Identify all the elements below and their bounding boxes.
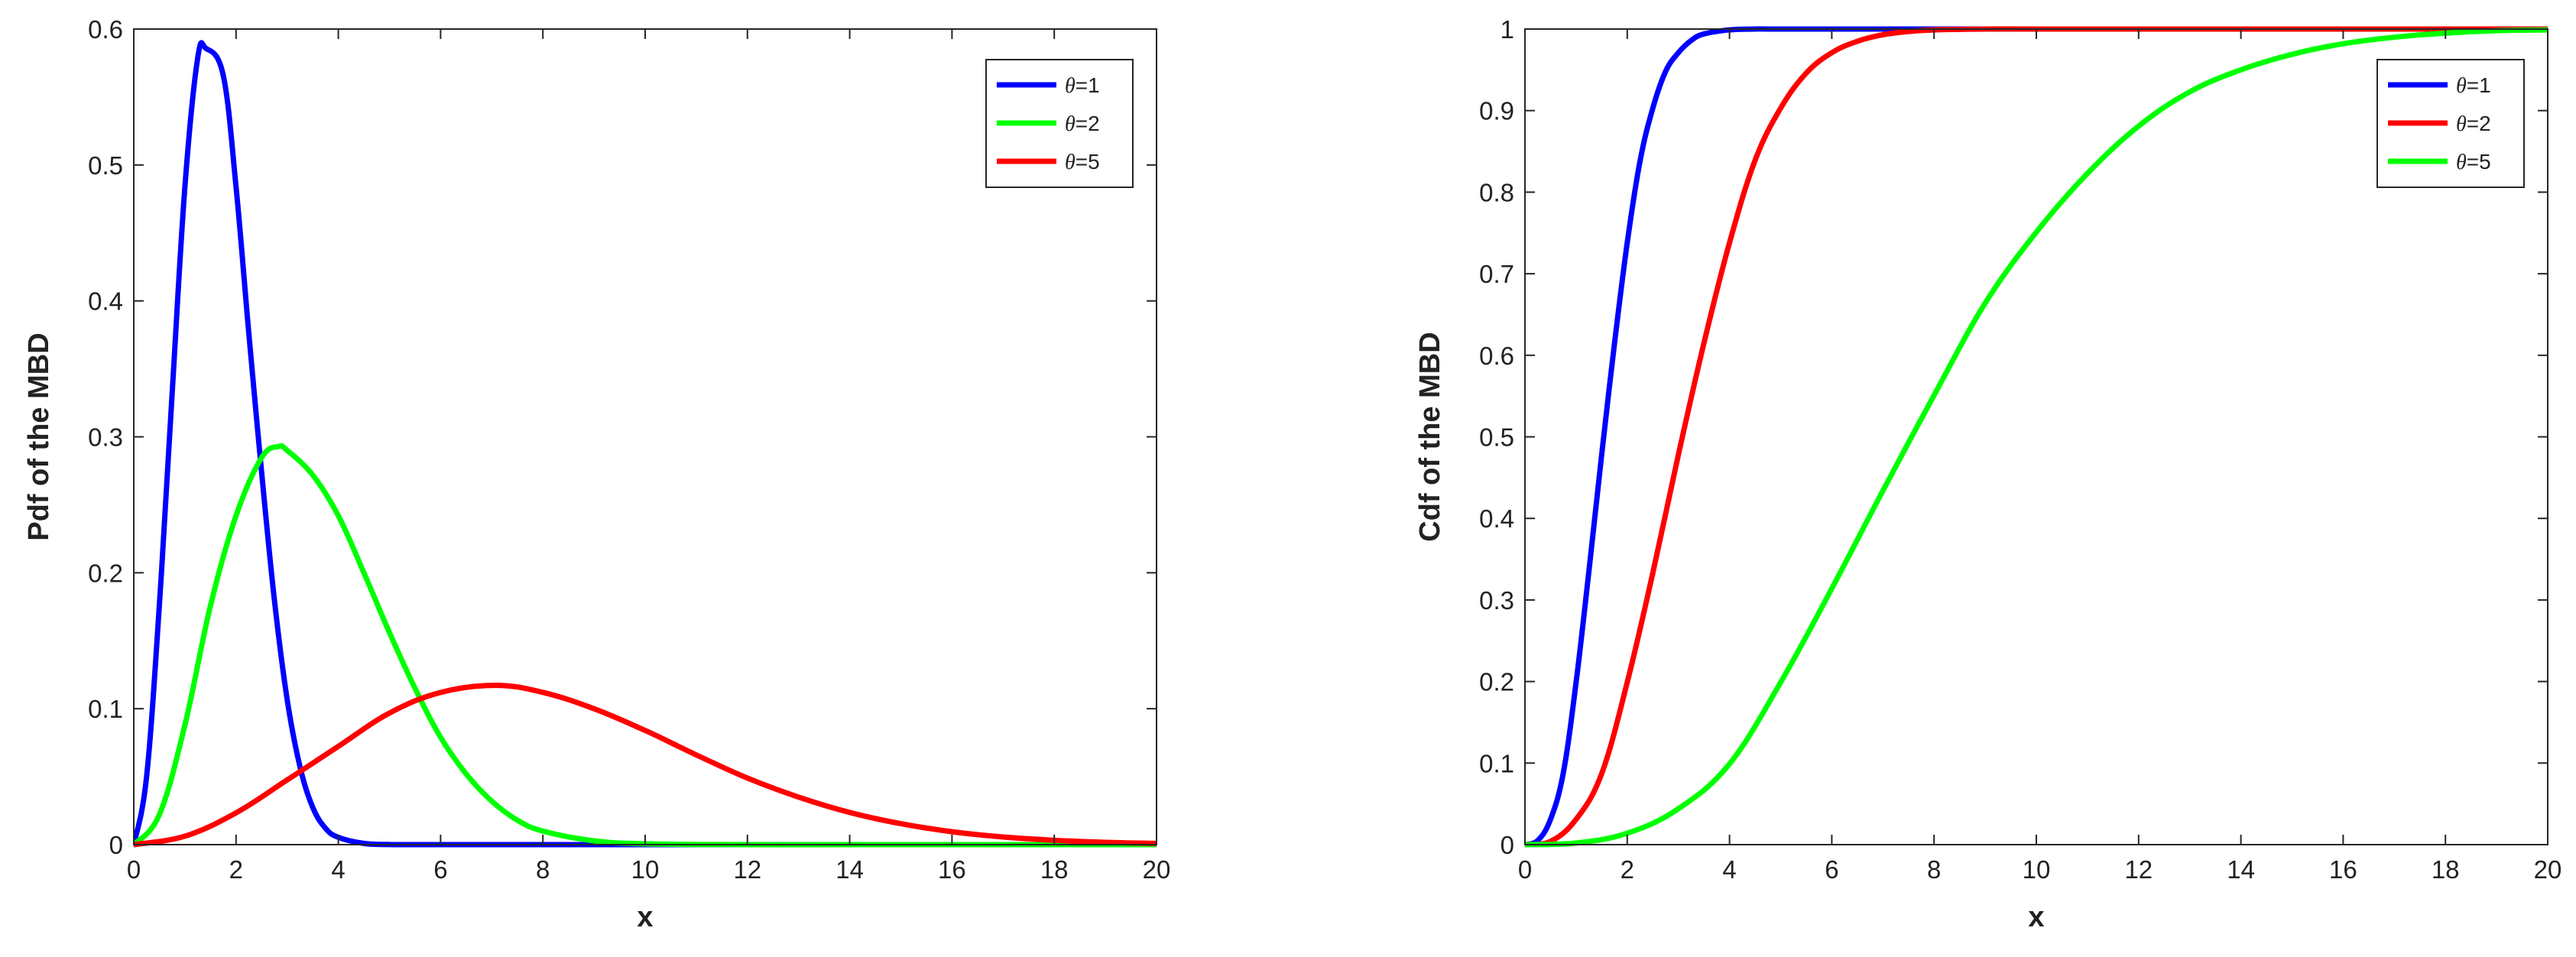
y-tick-label: 0.5 — [88, 151, 123, 180]
x-tick-label: 0 — [1518, 855, 1532, 884]
x-tick-label: 12 — [2124, 855, 2153, 884]
x-tick-label: 2 — [1621, 855, 1634, 884]
x-tick-label: 20 — [2534, 855, 2562, 884]
y-tick-label: 0.6 — [1479, 342, 1514, 370]
y-tick-label: 0.4 — [88, 287, 123, 316]
legend-label: θ=5 — [1065, 150, 1100, 174]
y-tick-label: 0.5 — [1479, 423, 1514, 452]
x-tick-label: 10 — [2023, 855, 2051, 884]
x-tick-label: 12 — [733, 855, 761, 884]
x-tick-label: 6 — [433, 855, 447, 884]
legend: θ=1 θ=2 θ=5 — [985, 59, 1134, 188]
x-axis-label: x — [2028, 901, 2044, 933]
x-tick-label: 4 — [1722, 855, 1736, 884]
x-tick-label: 6 — [1825, 855, 1838, 884]
legend-label: θ=2 — [1065, 112, 1100, 136]
x-tick-label: 4 — [331, 855, 345, 884]
legend-label: θ=1 — [1065, 73, 1100, 98]
y-tick-label: 0 — [109, 831, 123, 859]
y-tick-label: 0.2 — [1479, 668, 1514, 696]
x-tick-label: 8 — [1927, 855, 1941, 884]
x-tick-label: 0 — [127, 855, 141, 884]
y-axis-label: Cdf of the MBD — [1414, 332, 1446, 541]
y-tick-label: 0.2 — [88, 559, 123, 587]
legend-label: θ=2 — [2456, 112, 2491, 136]
x-tick-label: 2 — [229, 855, 243, 884]
y-tick-label: 0.9 — [1479, 97, 1514, 125]
legend: θ=1 θ=2 θ=5 — [2376, 59, 2525, 188]
x-tick-label: 18 — [1040, 855, 1069, 884]
chart-2: 0 2 4 6 8 10 12 14 16 18 20 0 0.1 0.2 0.3 0.4 0.5 0.6 0.7 0… — [1414, 15, 2561, 933]
x-tick-label: 16 — [938, 855, 966, 884]
chart-1: 0 2 4 6 8 10 12 14 16 18 20 0 0.1 0.2 0.3 0.4 0.5 0.6 x Pdf… — [23, 15, 1170, 933]
y-tick-label: 0.4 — [1479, 504, 1514, 533]
legend-label: θ=5 — [2456, 150, 2491, 174]
x-tick-label: 14 — [2227, 855, 2255, 884]
y-tick-label: 0.3 — [88, 423, 123, 452]
y-tick-label: 0 — [1501, 831, 1514, 859]
y-axis-label: Pdf of the MBD — [23, 333, 55, 540]
series-line-3 — [1525, 27, 2548, 848]
x-tick-label: 18 — [2432, 855, 2460, 884]
x-tick-label: 10 — [631, 855, 660, 884]
y-tick-label: 0.1 — [88, 695, 123, 723]
x-tick-label: 14 — [835, 855, 864, 884]
x-tick-label: 16 — [2329, 855, 2357, 884]
legend-label: θ=1 — [2456, 73, 2491, 98]
y-tick-label: 0.6 — [88, 15, 123, 44]
y-tick-label: 0.3 — [1479, 586, 1514, 615]
y-tick-label: 0.7 — [1479, 260, 1514, 288]
x-tick-label: 8 — [536, 855, 550, 884]
series-line-3 — [134, 683, 1157, 848]
y-tick-label: 0.1 — [1479, 749, 1514, 777]
y-tick-label: 1 — [1501, 15, 1514, 44]
x-tick-label: 20 — [1143, 855, 1171, 884]
x-axis-label: x — [637, 901, 653, 933]
y-tick-label: 0.8 — [1479, 178, 1514, 206]
